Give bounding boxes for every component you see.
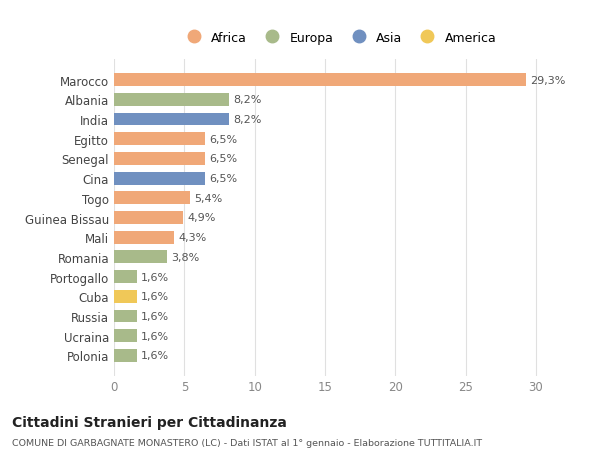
Bar bbox=[114, 172, 205, 185]
Text: 6,5%: 6,5% bbox=[209, 174, 238, 184]
Text: 6,5%: 6,5% bbox=[209, 134, 238, 145]
Bar bbox=[114, 349, 137, 362]
Text: 1,6%: 1,6% bbox=[141, 291, 169, 302]
Text: 4,9%: 4,9% bbox=[187, 213, 215, 223]
Text: 5,4%: 5,4% bbox=[194, 193, 223, 203]
Bar bbox=[114, 251, 167, 264]
Bar bbox=[114, 212, 183, 224]
Legend: Africa, Europa, Asia, America: Africa, Europa, Asia, America bbox=[178, 28, 500, 48]
Text: 4,3%: 4,3% bbox=[179, 233, 207, 243]
Bar bbox=[114, 192, 190, 205]
Text: 1,6%: 1,6% bbox=[141, 311, 169, 321]
Text: 8,2%: 8,2% bbox=[233, 115, 262, 125]
Bar bbox=[114, 310, 137, 323]
Bar bbox=[114, 231, 175, 244]
Text: 6,5%: 6,5% bbox=[209, 154, 238, 164]
Bar bbox=[114, 330, 137, 342]
Text: 3,8%: 3,8% bbox=[172, 252, 200, 263]
Bar bbox=[114, 290, 137, 303]
Text: 8,2%: 8,2% bbox=[233, 95, 262, 105]
Text: COMUNE DI GARBAGNATE MONASTERO (LC) - Dati ISTAT al 1° gennaio - Elaborazione TU: COMUNE DI GARBAGNATE MONASTERO (LC) - Da… bbox=[12, 438, 482, 448]
Text: 1,6%: 1,6% bbox=[141, 331, 169, 341]
Text: 1,6%: 1,6% bbox=[141, 272, 169, 282]
Bar bbox=[114, 74, 526, 87]
Text: 1,6%: 1,6% bbox=[141, 351, 169, 361]
Bar bbox=[114, 153, 205, 165]
Bar bbox=[114, 113, 229, 126]
Bar bbox=[114, 271, 137, 283]
Text: Cittadini Stranieri per Cittadinanza: Cittadini Stranieri per Cittadinanza bbox=[12, 415, 287, 429]
Bar bbox=[114, 133, 205, 146]
Text: 29,3%: 29,3% bbox=[530, 75, 566, 85]
Bar bbox=[114, 94, 229, 106]
